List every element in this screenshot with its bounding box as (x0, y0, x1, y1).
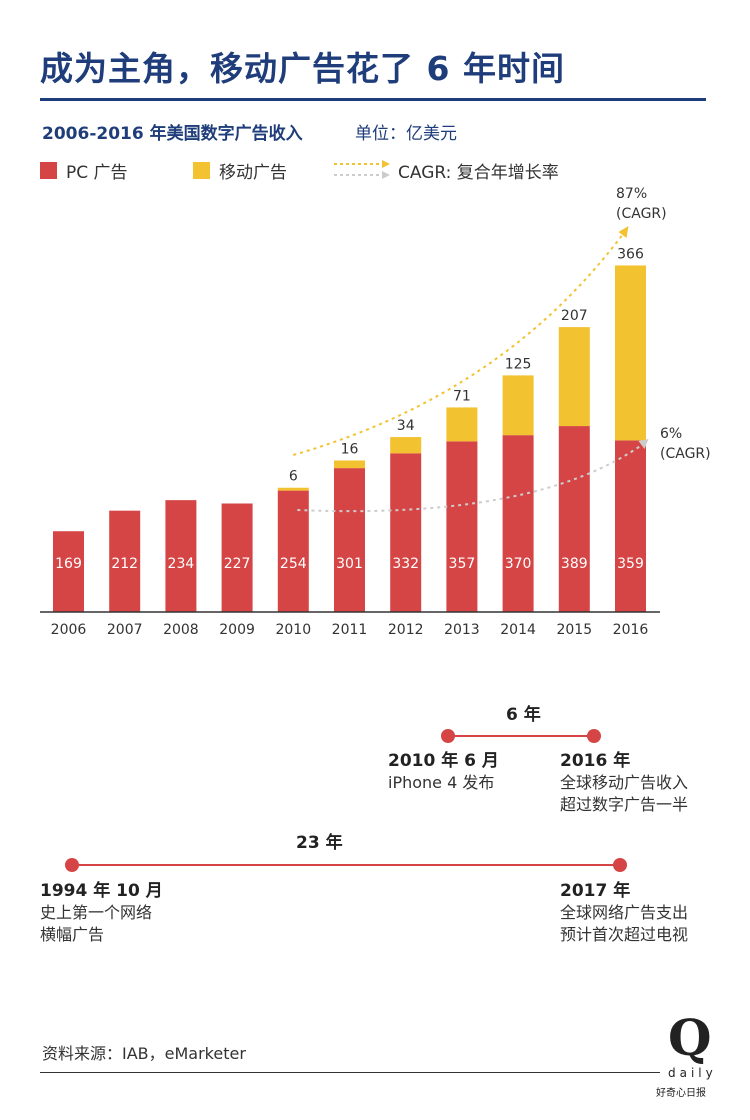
data-label-mobile-2013: 71 (453, 388, 471, 404)
bar-pc-2007 (109, 510, 141, 612)
timeline-short-end-dot (587, 729, 601, 743)
annotation-mobile-cagr-value: 87% (616, 186, 647, 202)
data-label-pc-2006: 169 (55, 556, 82, 572)
timeline-short-line (448, 735, 594, 737)
tick-label-2009: 2009 (219, 622, 255, 638)
data-label-mobile-2014: 125 (505, 356, 532, 372)
page-title: 成为主角，移动广告花了 6 年时间 (40, 49, 565, 88)
stacked-bar-chart: 169 2006 212 2007 234 2008 227 2009 6 254 2010 16 30… (40, 186, 711, 638)
tick-label-2012: 2012 (388, 622, 424, 638)
timeline-long-start-label: 1994 年 10 月 史上第一个网络 横幅广告 (40, 880, 163, 946)
data-label-mobile-2011: 16 (341, 441, 359, 457)
data-label-pc-2010: 254 (280, 556, 307, 572)
timeline-long-end-body-1: 全球网络广告支出 (560, 903, 689, 922)
legend-label-mobile: 移动广告 (219, 163, 287, 183)
timeline-short-span: 6 年 (506, 705, 541, 725)
bar-mobile-2014 (502, 375, 534, 436)
legend-swatch-pc (40, 162, 57, 179)
timeline-long-end-dot (613, 858, 627, 872)
data-label-pc-2016: 359 (617, 556, 644, 572)
timeline-short-start-head: 2010 年 6 月 (388, 751, 499, 771)
bar-pc-2010 (277, 490, 309, 612)
footer-divider (40, 1072, 660, 1073)
bar-pc-2013 (446, 441, 478, 612)
data-label-mobile-2016: 366 (617, 246, 644, 262)
annotation-mobile-cagr-label: (CAGR) (616, 206, 667, 222)
data-label-mobile-2010: 6 (289, 469, 298, 485)
bar-pc-2009 (221, 503, 253, 612)
data-label-pc-2014: 370 (505, 556, 532, 572)
logo-letter: Q (668, 1008, 712, 1067)
timeline-long-start-body-1: 史上第一个网络 (40, 903, 153, 922)
tick-label-2015: 2015 (556, 622, 592, 638)
mobile-cagr-trend-line (293, 231, 626, 456)
timeline-long-end-label: 2017 年 全球网络广告支出 预计首次超过电视 (560, 880, 688, 946)
timeline-long-line (72, 864, 620, 866)
pc-cagr-arrowhead-icon (638, 439, 649, 449)
data-label-pc-2012: 332 (392, 556, 419, 572)
bar-pc-2016 (615, 440, 646, 612)
data-label-mobile-2015: 207 (561, 308, 588, 324)
timeline-long-start-dot (65, 858, 79, 872)
timeline-long-end-head: 2017 年 (560, 881, 631, 901)
bar-mobile-2010 (277, 487, 309, 491)
timeline-short-end-body-1: 全球移动广告收入 (560, 773, 689, 792)
bar-pc-2008 (165, 500, 197, 612)
title-divider (40, 98, 706, 101)
unit-label: 单位：亿美元 (355, 124, 457, 144)
bar-mobile-2011 (334, 460, 365, 469)
timeline-long-end-body-2: 预计首次超过电视 (560, 925, 689, 944)
timeline-long-span: 23 年 (296, 833, 343, 853)
timeline-short-start-label: 2010 年 6 月 iPhone 4 发布 (388, 750, 499, 794)
tick-label-2006: 2006 (51, 622, 87, 638)
bar-pc-2006 (53, 531, 84, 612)
logo-chinese: 好奇心日报 (656, 1088, 706, 1099)
legend-label-cagr: CAGR: 复合年增长率 (398, 163, 559, 183)
chart-subtitle: 2006-2016 年美国数字广告收入 (42, 124, 303, 144)
timeline-long-start-head: 1994 年 10 月 (40, 881, 163, 901)
legend-cagr-arrows-icon (334, 160, 390, 179)
tick-label-2016: 2016 (613, 622, 649, 638)
bar-mobile-2013 (446, 407, 478, 442)
tick-label-2011: 2011 (332, 622, 368, 638)
tick-label-2014: 2014 (500, 622, 536, 638)
timeline-short-start-dot (441, 729, 455, 743)
legend-swatch-mobile (193, 162, 210, 179)
bar-pc-2011 (334, 468, 365, 612)
logo-word: daily (668, 1066, 717, 1080)
data-label-pc-2011: 301 (336, 556, 363, 572)
tick-label-2007: 2007 (107, 622, 143, 638)
timeline-short-end-head: 2016 年 (560, 751, 631, 771)
data-label-pc-2008: 234 (168, 556, 195, 572)
bar-mobile-2016 (615, 265, 646, 441)
tick-label-2010: 2010 (275, 622, 311, 638)
data-label-mobile-2012: 34 (397, 418, 415, 434)
timeline-short-start-body: iPhone 4 发布 (388, 773, 495, 792)
data-label-pc-2007: 212 (111, 556, 138, 572)
data-label-pc-2009: 227 (224, 556, 251, 572)
tick-label-2008: 2008 (163, 622, 199, 638)
timeline-short-end-label: 2016 年 全球移动广告收入 超过数字广告一半 (560, 750, 688, 816)
timeline-short-end-body-2: 超过数字广告一半 (560, 795, 689, 814)
bar-pc-2015 (558, 426, 590, 612)
bar-pc-2012 (390, 453, 422, 612)
annotation-pc-cagr-label: (CAGR) (660, 446, 711, 462)
tick-label-2013: 2013 (444, 622, 480, 638)
timeline-long-start-body-2: 横幅广告 (40, 925, 105, 944)
bar-pc-2014 (502, 435, 534, 612)
qdaily-logo: Q daily 好奇心日报 (654, 1008, 713, 1108)
bar-mobile-2015 (558, 327, 590, 427)
annotation-pc-cagr-value: 6% (660, 426, 682, 442)
source-note: 资料来源：IAB，eMarketer (42, 1044, 246, 1063)
bar-mobile-2012 (390, 437, 422, 454)
legend-label-pc: PC 广告 (66, 163, 128, 183)
data-label-pc-2013: 357 (449, 556, 476, 572)
mobile-cagr-arrowhead-icon (618, 226, 629, 238)
pc-cagr-trend-line (297, 442, 646, 513)
data-label-pc-2015: 389 (561, 556, 588, 572)
